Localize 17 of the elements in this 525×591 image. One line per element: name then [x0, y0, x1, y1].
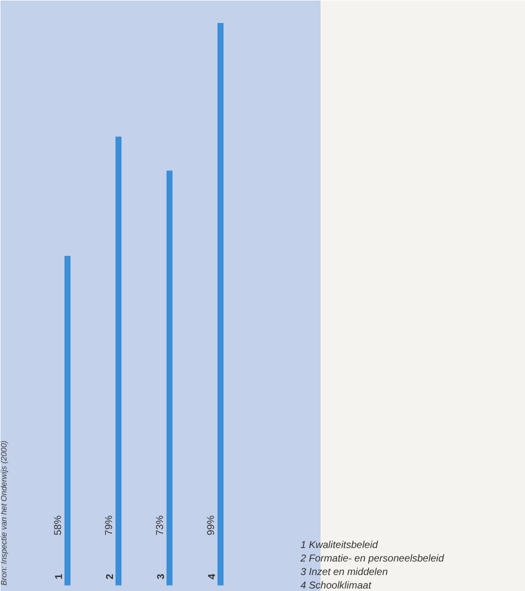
text: 1 Kwaliteitsbeleid [300, 540, 378, 551]
data-label: 73% [155, 515, 166, 536]
x-tick-label: 4 [207, 573, 218, 580]
bar [218, 22, 224, 586]
text: 3 Inzet en middelen [300, 567, 388, 578]
text: Bron: Inspectie van het Onderwijs (2000) [0, 440, 8, 586]
x-tick-label: 2 [105, 573, 116, 580]
text: 2 Formatie- en personeelsbeleid [300, 554, 444, 564]
bar [64, 256, 70, 586]
x-tick-label: 3 [156, 573, 167, 580]
text: 4 Schoolklimaat [300, 580, 372, 591]
x-tick-label: 1 [54, 573, 65, 580]
data-label: 58% [53, 515, 64, 536]
data-label: 99% [206, 515, 217, 536]
data-label: 79% [104, 515, 115, 536]
bar [116, 136, 122, 586]
bar [166, 170, 172, 586]
